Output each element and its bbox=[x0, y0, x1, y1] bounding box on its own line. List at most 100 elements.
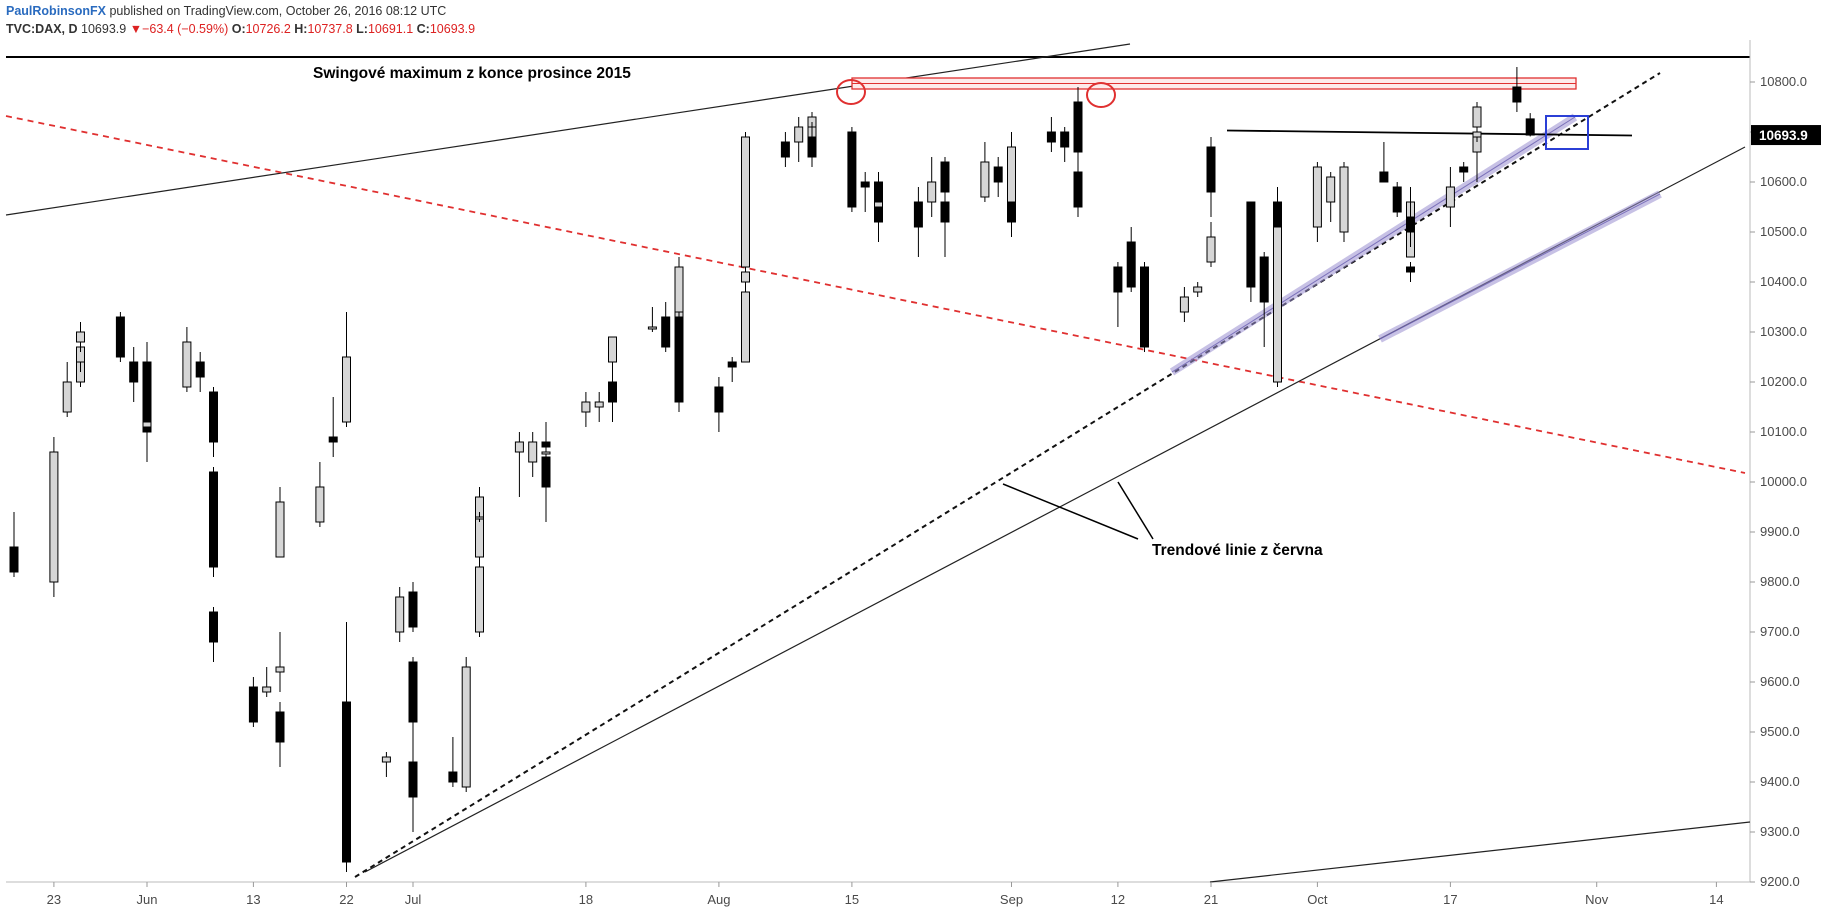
price-tick-label: 9800.0 bbox=[1760, 574, 1800, 589]
candle bbox=[142, 417, 152, 442]
price-tick-label: 10800.0 bbox=[1760, 74, 1807, 89]
candle bbox=[927, 157, 937, 217]
candle-body bbox=[741, 271, 750, 283]
candle-body bbox=[275, 501, 285, 558]
price-axis[interactable]: 10800.010700.010600.010500.010400.010300… bbox=[1750, 74, 1821, 889]
candle-body bbox=[608, 381, 617, 393]
candle-body bbox=[275, 666, 285, 673]
candle-body bbox=[940, 211, 950, 218]
candle bbox=[1339, 162, 1349, 237]
candle-body bbox=[1259, 256, 1269, 303]
low-value: 10691.1 bbox=[367, 22, 414, 36]
candle-body bbox=[262, 686, 272, 693]
candle-body bbox=[1073, 101, 1083, 153]
candle bbox=[1326, 172, 1336, 222]
candle-body bbox=[541, 456, 551, 488]
candle-body bbox=[807, 136, 817, 158]
candle-body bbox=[115, 316, 125, 358]
candle-body bbox=[514, 441, 524, 453]
candle bbox=[1007, 132, 1016, 217]
candle bbox=[315, 462, 325, 527]
time-tick-label: Aug bbox=[707, 892, 730, 907]
candle-body bbox=[1060, 131, 1070, 148]
candle bbox=[408, 717, 418, 832]
candle-body bbox=[1392, 186, 1402, 213]
candle bbox=[1392, 182, 1402, 217]
candle bbox=[1459, 162, 1469, 182]
time-tick-label: 12 bbox=[1111, 892, 1125, 907]
candle bbox=[581, 392, 591, 427]
candle bbox=[142, 342, 152, 462]
candle-body bbox=[142, 421, 152, 428]
author-link[interactable]: PaulRobinsonFX bbox=[6, 4, 106, 18]
candle bbox=[741, 267, 750, 287]
down-arrow-icon: ▼ bbox=[129, 22, 143, 36]
candle bbox=[1126, 227, 1136, 292]
price-tick-label: 9700.0 bbox=[1760, 624, 1800, 639]
candle-body bbox=[1140, 266, 1149, 348]
dashed-uptrend-line bbox=[354, 72, 1661, 878]
price-tick-label: 9500.0 bbox=[1760, 724, 1800, 739]
candle bbox=[860, 172, 870, 212]
upper-channel-line bbox=[5, 43, 1131, 216]
price-tick-label: 10400.0 bbox=[1760, 274, 1807, 289]
candle bbox=[209, 607, 218, 662]
symbol-label: TVC:DAX, D bbox=[6, 22, 78, 36]
time-tick-label: Sep bbox=[1000, 892, 1023, 907]
candle-body bbox=[847, 131, 857, 208]
candle-body bbox=[395, 596, 405, 633]
candle bbox=[594, 392, 604, 422]
candle-body bbox=[780, 141, 790, 158]
candle-body bbox=[541, 451, 551, 455]
candle bbox=[475, 562, 484, 637]
candle bbox=[1206, 222, 1216, 267]
candle-body bbox=[1007, 146, 1016, 203]
time-tick-label: Jul bbox=[405, 892, 422, 907]
candle-body bbox=[49, 451, 59, 583]
candle-body bbox=[1445, 186, 1455, 208]
price-tick-label: 10000.0 bbox=[1760, 474, 1807, 489]
trendline-drawings bbox=[5, 43, 1751, 883]
time-axis[interactable]: 23 Jun 13 22 Jul 18 Aug 15 Sep 12 21 Oct 17 Nov 14 bbox=[47, 882, 1724, 907]
candle bbox=[49, 437, 59, 597]
candle bbox=[461, 657, 471, 792]
candle bbox=[342, 312, 351, 427]
candle bbox=[647, 307, 657, 332]
price-tick-label: 9300.0 bbox=[1760, 824, 1800, 839]
candle bbox=[182, 327, 192, 392]
candle-body bbox=[874, 201, 883, 208]
candle-body bbox=[381, 756, 391, 763]
candle-body bbox=[195, 361, 205, 378]
candle bbox=[1379, 142, 1389, 183]
time-tick-label: 21 bbox=[1204, 892, 1218, 907]
candle-body bbox=[674, 266, 684, 313]
candle bbox=[248, 677, 258, 727]
price-tick-label: 9200.0 bbox=[1760, 874, 1800, 889]
candle bbox=[940, 202, 950, 257]
candle bbox=[980, 142, 990, 202]
trendline-annotation: Trendové linie z června bbox=[1152, 542, 1323, 559]
candle-body bbox=[1406, 216, 1415, 233]
candle-body bbox=[1206, 236, 1216, 263]
candle-body bbox=[1073, 171, 1083, 208]
candle-body bbox=[1326, 176, 1336, 203]
candle-body bbox=[1406, 266, 1415, 273]
candle bbox=[714, 377, 724, 432]
candle bbox=[514, 432, 524, 497]
candle-body bbox=[927, 181, 937, 203]
swing-high-circle bbox=[836, 79, 866, 105]
candle bbox=[1312, 162, 1322, 242]
candle bbox=[741, 282, 750, 363]
candle-body bbox=[182, 341, 192, 388]
candle bbox=[874, 182, 883, 232]
candle bbox=[342, 717, 351, 872]
high-value: 10737.8 bbox=[307, 22, 353, 36]
candle-body bbox=[794, 126, 804, 143]
candle bbox=[1472, 102, 1482, 132]
candle bbox=[913, 187, 923, 257]
candle-body bbox=[1525, 118, 1535, 136]
time-tick-label: Oct bbox=[1307, 892, 1328, 907]
candle-body bbox=[1193, 286, 1203, 293]
candle bbox=[115, 312, 125, 362]
